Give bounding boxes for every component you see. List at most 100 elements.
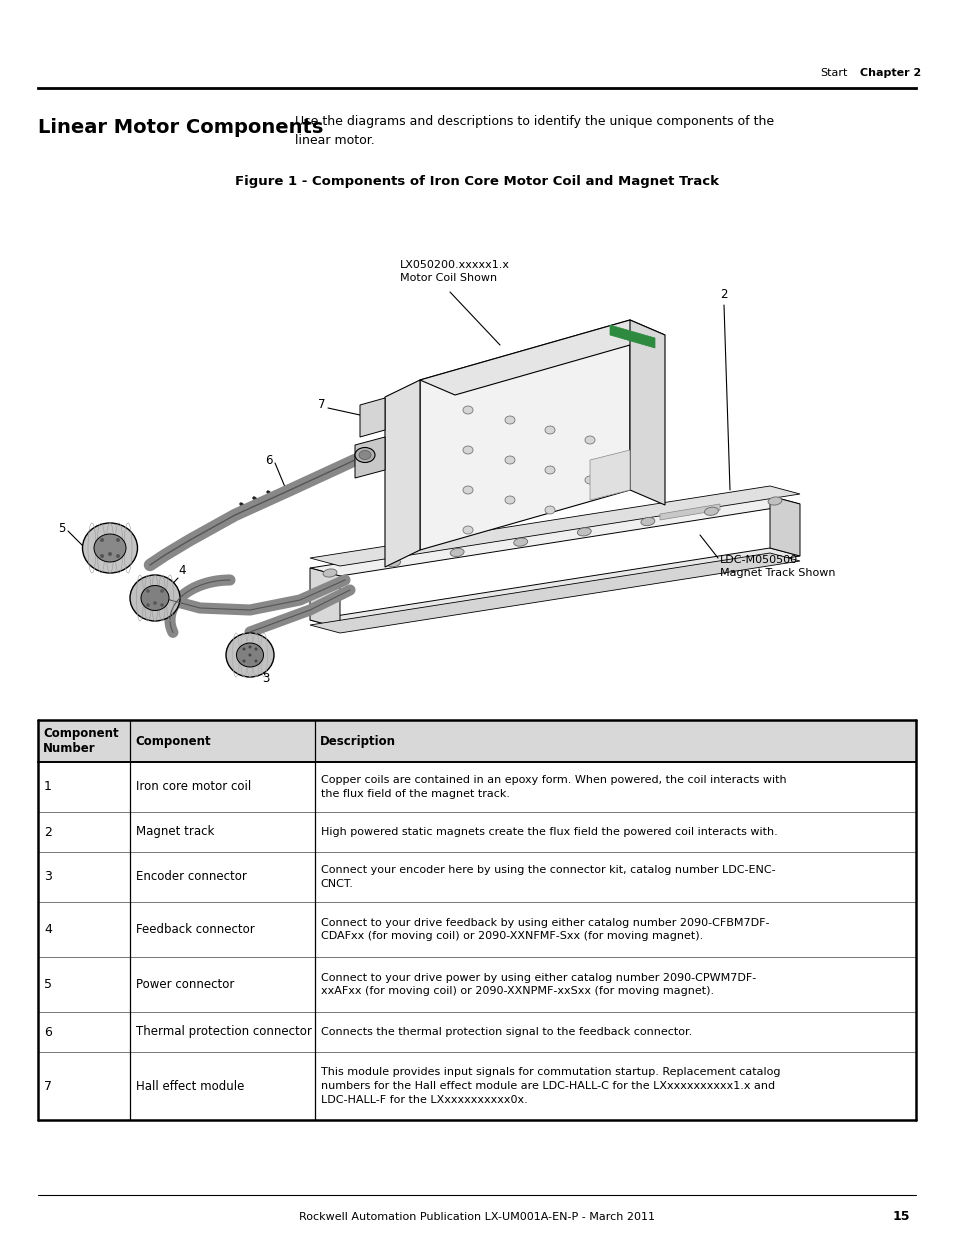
Ellipse shape	[386, 558, 400, 567]
Text: Iron core motor coil: Iron core motor coil	[136, 781, 252, 794]
Text: 7: 7	[44, 1079, 52, 1093]
Ellipse shape	[254, 659, 257, 662]
Text: 5: 5	[58, 521, 66, 535]
Text: Hall effect module: Hall effect module	[136, 1079, 244, 1093]
Ellipse shape	[504, 496, 515, 504]
Ellipse shape	[504, 456, 515, 464]
Ellipse shape	[254, 647, 257, 651]
Ellipse shape	[130, 576, 180, 621]
Ellipse shape	[160, 589, 164, 593]
Polygon shape	[310, 548, 800, 629]
Text: 4: 4	[178, 563, 185, 577]
Text: 5: 5	[44, 978, 52, 990]
Text: Power connector: Power connector	[136, 978, 234, 990]
Ellipse shape	[146, 589, 150, 593]
Ellipse shape	[544, 466, 555, 474]
Ellipse shape	[248, 646, 252, 648]
Ellipse shape	[116, 555, 120, 558]
Text: LX050200.xxxxx1.x
Motor Coil Shown: LX050200.xxxxx1.x Motor Coil Shown	[399, 261, 510, 283]
Ellipse shape	[584, 475, 595, 484]
Bar	[38, 720, 915, 762]
Text: 3: 3	[44, 871, 51, 883]
Text: Linear Motor Components: Linear Motor Components	[38, 119, 323, 137]
Ellipse shape	[504, 416, 515, 424]
Text: Magnet track: Magnet track	[136, 825, 214, 839]
Text: Feedback connector: Feedback connector	[136, 923, 254, 936]
Text: 6: 6	[265, 453, 273, 467]
Text: Connects the thermal protection signal to the feedback connector.: Connects the thermal protection signal t…	[320, 1028, 691, 1037]
Text: 6: 6	[44, 1025, 51, 1039]
Ellipse shape	[577, 527, 591, 536]
Text: 7: 7	[317, 399, 325, 411]
Text: Connect your encoder here by using the connector kit, catalog number LDC-ENC-
CN: Connect your encoder here by using the c…	[320, 866, 775, 889]
Text: 15: 15	[892, 1210, 909, 1224]
Ellipse shape	[242, 647, 245, 651]
Text: Encoder connector: Encoder connector	[136, 871, 247, 883]
Ellipse shape	[462, 406, 473, 414]
Polygon shape	[310, 553, 800, 634]
Text: Chapter 2: Chapter 2	[859, 68, 921, 78]
Text: LDC-M050500
Magnet Track Shown: LDC-M050500 Magnet Track Shown	[720, 555, 835, 578]
Polygon shape	[659, 504, 720, 520]
Text: Use the diagrams and descriptions to identify the unique components of the
linea: Use the diagrams and descriptions to ide…	[294, 115, 773, 147]
Text: 3: 3	[262, 672, 269, 684]
Text: Start: Start	[820, 68, 846, 78]
Ellipse shape	[141, 585, 169, 610]
Text: 2: 2	[44, 825, 51, 839]
Ellipse shape	[358, 451, 371, 459]
Ellipse shape	[544, 506, 555, 514]
Text: Rockwell Automation Publication LX-UM001A-EN-P - March 2011: Rockwell Automation Publication LX-UM001…	[298, 1212, 655, 1221]
Ellipse shape	[146, 603, 150, 606]
Polygon shape	[419, 320, 664, 395]
Polygon shape	[359, 398, 385, 437]
Ellipse shape	[450, 548, 463, 557]
Polygon shape	[355, 437, 385, 478]
Polygon shape	[310, 496, 800, 576]
Ellipse shape	[153, 601, 156, 605]
Ellipse shape	[236, 643, 263, 667]
Text: 1: 1	[44, 781, 51, 794]
Ellipse shape	[640, 517, 654, 526]
Ellipse shape	[82, 522, 137, 573]
Ellipse shape	[767, 496, 781, 505]
Polygon shape	[310, 568, 339, 629]
Ellipse shape	[226, 634, 274, 677]
Text: This module provides input signals for commutation startup. Replacement catalog
: This module provides input signals for c…	[320, 1067, 780, 1104]
Polygon shape	[769, 496, 800, 556]
Ellipse shape	[160, 603, 164, 606]
Ellipse shape	[323, 569, 336, 577]
Ellipse shape	[355, 447, 375, 462]
Ellipse shape	[462, 446, 473, 454]
Polygon shape	[419, 320, 629, 550]
Ellipse shape	[703, 508, 718, 515]
Polygon shape	[385, 380, 419, 567]
Ellipse shape	[242, 659, 245, 662]
Ellipse shape	[248, 653, 252, 657]
Ellipse shape	[108, 552, 112, 556]
Text: Connect to your drive power by using either catalog number 2090-CPWM7DF-
xxAFxx : Connect to your drive power by using eit…	[320, 973, 755, 997]
Ellipse shape	[584, 436, 595, 445]
Text: Figure 1 - Components of Iron Core Motor Coil and Magnet Track: Figure 1 - Components of Iron Core Motor…	[234, 175, 719, 188]
Ellipse shape	[116, 538, 120, 542]
Text: High powered static magnets create the flux field the powered coil interacts wit: High powered static magnets create the f…	[320, 827, 777, 837]
Text: 1: 1	[430, 378, 437, 391]
Polygon shape	[310, 487, 800, 566]
Text: 2: 2	[720, 289, 727, 301]
Ellipse shape	[100, 538, 104, 542]
Text: Connect to your drive feedback by using either catalog number 2090-CFBM7DF-
CDAF: Connect to your drive feedback by using …	[320, 918, 768, 941]
Text: Description: Description	[319, 735, 395, 747]
Ellipse shape	[94, 534, 126, 562]
Text: Thermal protection connector: Thermal protection connector	[136, 1025, 312, 1039]
Text: 4: 4	[44, 923, 51, 936]
Text: Copper coils are contained in an epoxy form. When powered, the coil interacts wi: Copper coils are contained in an epoxy f…	[320, 776, 785, 799]
Polygon shape	[629, 320, 664, 505]
Ellipse shape	[514, 538, 527, 546]
Ellipse shape	[100, 555, 104, 558]
Text: Component: Component	[135, 735, 211, 747]
Polygon shape	[589, 450, 629, 500]
Ellipse shape	[462, 526, 473, 534]
Ellipse shape	[462, 487, 473, 494]
Polygon shape	[609, 325, 655, 348]
Ellipse shape	[544, 426, 555, 433]
Text: Component
Number: Component Number	[43, 726, 118, 756]
